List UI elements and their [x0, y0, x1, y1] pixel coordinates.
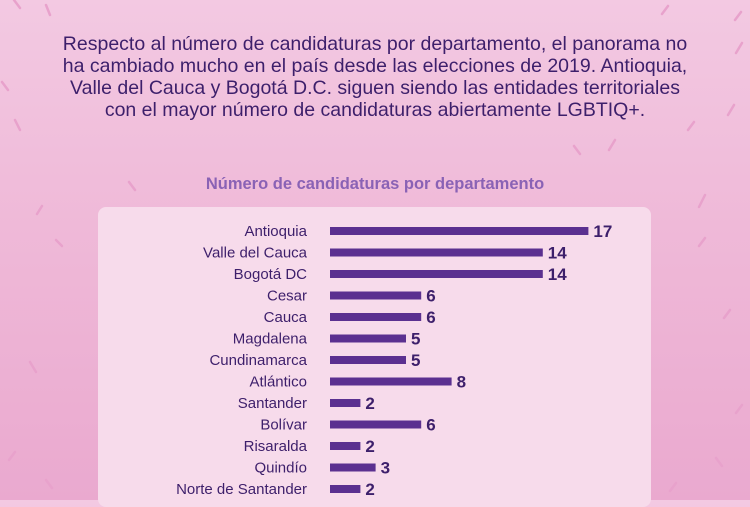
category-label: Cauca — [264, 309, 308, 326]
bar — [330, 291, 422, 300]
category-label: Bolívar — [260, 417, 307, 434]
value-label: 2 — [365, 394, 374, 413]
category-label: Valle del Cauca — [203, 245, 308, 262]
bar — [330, 377, 452, 386]
bar — [330, 334, 406, 343]
value-label: 5 — [411, 351, 420, 370]
bar — [330, 248, 543, 257]
bar — [330, 420, 422, 429]
category-label: Risaralda — [244, 438, 308, 455]
value-label: 14 — [548, 244, 567, 263]
value-label: 17 — [593, 222, 612, 241]
value-label: 6 — [426, 416, 435, 435]
value-label: 6 — [426, 308, 435, 327]
bar — [330, 313, 422, 321]
category-label: Santander — [238, 395, 307, 412]
category-label: Cundinamarca — [209, 352, 307, 369]
bar — [330, 442, 361, 450]
bar — [330, 270, 543, 278]
bar — [330, 227, 589, 235]
category-label: Bogotá DC — [234, 266, 308, 283]
category-label: Cesar — [267, 288, 307, 305]
category-label: Antioquia — [244, 223, 307, 240]
category-label: Atlántico — [249, 374, 307, 391]
bar — [330, 399, 361, 407]
intro-paragraph: Respecto al número de candidaturas por d… — [62, 33, 688, 121]
bar — [330, 485, 361, 493]
value-label: 5 — [411, 330, 420, 349]
value-label: 6 — [426, 287, 435, 306]
bar — [330, 356, 406, 364]
value-label: 2 — [365, 437, 374, 456]
category-label: Quindío — [254, 460, 307, 477]
category-label: Norte de Santander — [176, 481, 307, 498]
category-label: Magdalena — [233, 331, 308, 348]
bar — [330, 463, 376, 472]
chart-title: Número de candidaturas por departamento — [205, 175, 545, 193]
value-label: 2 — [365, 480, 374, 499]
value-label: 14 — [548, 265, 567, 284]
value-label: 8 — [457, 373, 466, 392]
value-label: 3 — [381, 459, 390, 478]
